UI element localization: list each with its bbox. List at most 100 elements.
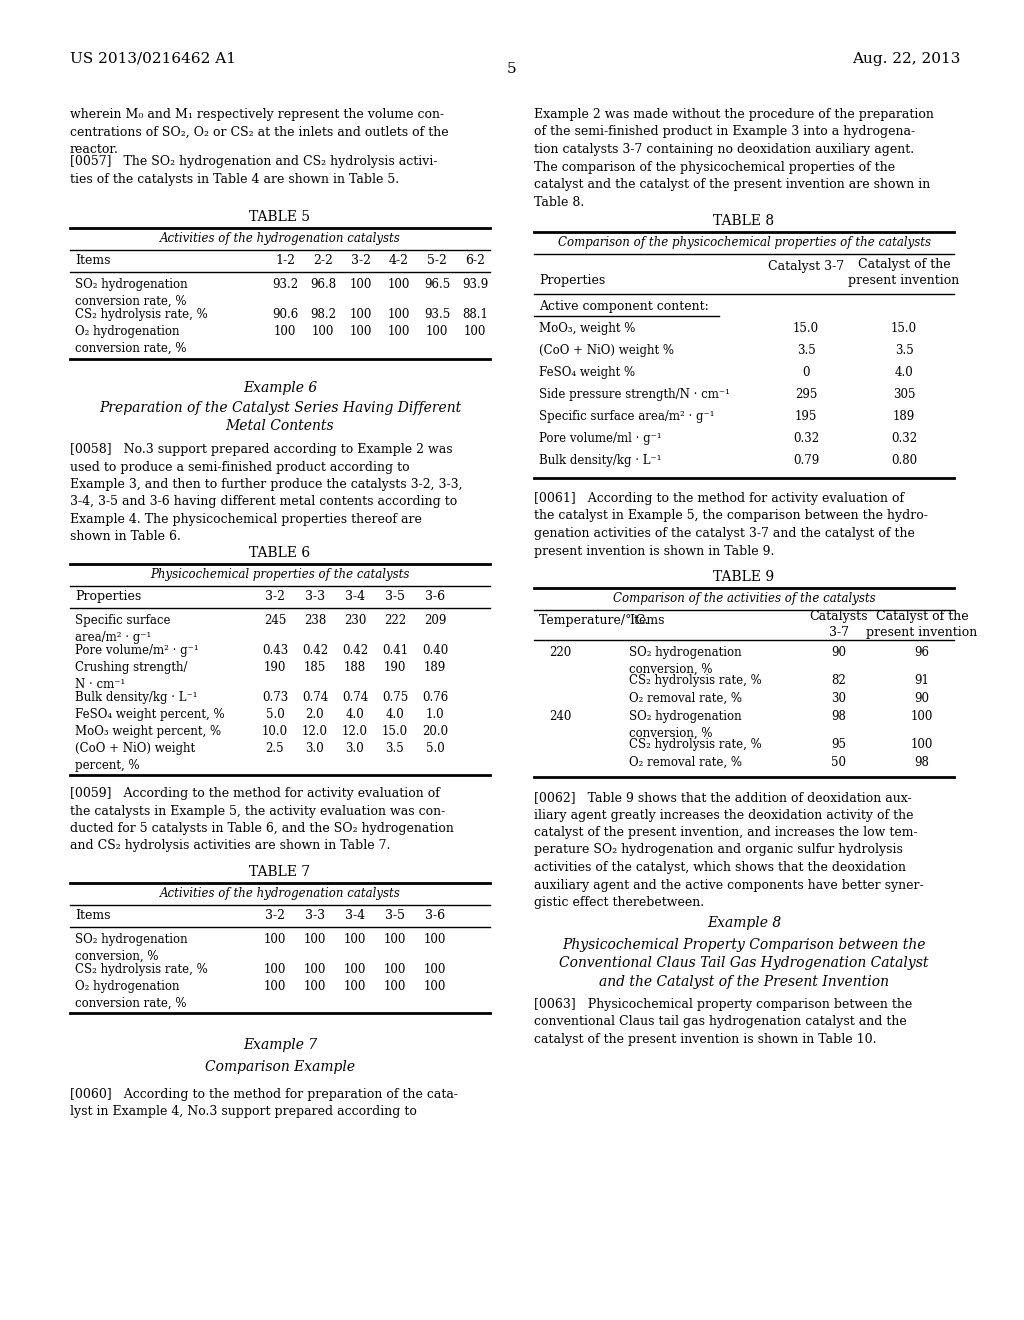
Text: (CoO + NiO) weight
percent, %: (CoO + NiO) weight percent, %: [75, 742, 196, 771]
Text: Activities of the hydrogenation catalysts: Activities of the hydrogenation catalyst…: [160, 232, 400, 246]
Text: [0059]   According to the method for activity evaluation of
the catalysts in Exa: [0059] According to the method for activ…: [70, 787, 454, 853]
Text: 100: 100: [388, 325, 411, 338]
Text: 3-2: 3-2: [351, 253, 371, 267]
Text: Bulk density/kg · L⁻¹: Bulk density/kg · L⁻¹: [539, 454, 662, 467]
Text: wherein M₀ and M₁ respectively represent the volume con-
centrations of SO₂, O₂ : wherein M₀ and M₁ respectively represent…: [70, 108, 449, 156]
Text: 100: 100: [424, 964, 446, 975]
Text: SO₂ hydrogenation
conversion, %: SO₂ hydrogenation conversion, %: [629, 645, 741, 676]
Text: 195: 195: [795, 411, 817, 422]
Text: 0.74: 0.74: [302, 690, 328, 704]
Text: 0.74: 0.74: [342, 690, 368, 704]
Text: 3-4: 3-4: [345, 590, 366, 603]
Text: 96.5: 96.5: [424, 279, 451, 290]
Text: 230: 230: [344, 614, 367, 627]
Text: Catalyst 3-7: Catalyst 3-7: [768, 260, 844, 273]
Text: 190: 190: [384, 661, 407, 675]
Text: 189: 189: [893, 411, 915, 422]
Text: Active component content:: Active component content:: [539, 300, 709, 313]
Text: 100: 100: [304, 964, 327, 975]
Text: TABLE 5: TABLE 5: [250, 210, 310, 224]
Text: Catalyst of the
present invention: Catalyst of the present invention: [866, 610, 978, 639]
Text: 0.79: 0.79: [793, 454, 819, 467]
Text: 100: 100: [464, 325, 486, 338]
Text: 100: 100: [384, 964, 407, 975]
Text: Comparison Example: Comparison Example: [205, 1060, 355, 1074]
Text: TABLE 9: TABLE 9: [714, 570, 774, 583]
Text: 3-3: 3-3: [305, 909, 325, 921]
Text: 240: 240: [549, 710, 571, 723]
Text: 96.8: 96.8: [310, 279, 336, 290]
Text: Specific surface area/m² · g⁻¹: Specific surface area/m² · g⁻¹: [539, 411, 715, 422]
Text: O₂ hydrogenation
conversion rate, %: O₂ hydrogenation conversion rate, %: [75, 325, 186, 355]
Text: 295: 295: [795, 388, 817, 401]
Text: 88.1: 88.1: [462, 308, 488, 321]
Text: 0.32: 0.32: [891, 432, 918, 445]
Text: Aug. 22, 2013: Aug. 22, 2013: [852, 51, 961, 66]
Text: FeSO₄ weight %: FeSO₄ weight %: [539, 366, 635, 379]
Text: Properties: Properties: [75, 590, 141, 603]
Text: O₂ removal rate, %: O₂ removal rate, %: [629, 756, 742, 770]
Text: 189: 189: [424, 661, 446, 675]
Text: Example 8: Example 8: [707, 916, 781, 931]
Text: SO₂ hydrogenation
conversion rate, %: SO₂ hydrogenation conversion rate, %: [75, 279, 187, 308]
Text: 100: 100: [264, 979, 286, 993]
Text: 93.5: 93.5: [424, 308, 451, 321]
Text: 2-2: 2-2: [313, 253, 333, 267]
Text: 91: 91: [914, 675, 930, 686]
Text: Activities of the hydrogenation catalysts: Activities of the hydrogenation catalyst…: [160, 887, 400, 900]
Text: SO₂ hydrogenation
conversion, %: SO₂ hydrogenation conversion, %: [629, 710, 741, 739]
Text: 5.0: 5.0: [265, 708, 285, 721]
Text: 3-5: 3-5: [385, 909, 406, 921]
Text: 100: 100: [344, 979, 367, 993]
Text: CS₂ hydrolysis rate, %: CS₂ hydrolysis rate, %: [75, 308, 208, 321]
Text: 185: 185: [304, 661, 326, 675]
Text: 0.32: 0.32: [793, 432, 819, 445]
Text: [0063]   Physicochemical property comparison between the
conventional Claus tail: [0063] Physicochemical property comparis…: [534, 998, 912, 1045]
Text: 100: 100: [424, 933, 446, 946]
Text: CS₂ hydrolysis rate, %: CS₂ hydrolysis rate, %: [629, 738, 762, 751]
Text: 100: 100: [426, 325, 449, 338]
Text: Preparation of the Catalyst Series Having Different
Metal Contents: Preparation of the Catalyst Series Havin…: [99, 401, 461, 433]
Text: 0.40: 0.40: [422, 644, 449, 657]
Text: TABLE 8: TABLE 8: [714, 214, 774, 228]
Text: 15.0: 15.0: [793, 322, 819, 335]
Text: Catalyst of the
present invention: Catalyst of the present invention: [848, 257, 959, 286]
Text: 3-2: 3-2: [265, 909, 285, 921]
Text: Comparison of the activities of the catalysts: Comparison of the activities of the cata…: [612, 591, 876, 605]
Text: 305: 305: [893, 388, 915, 401]
Text: Physicochemical Property Comparison between the
Conventional Claus Tail Gas Hydr: Physicochemical Property Comparison betw…: [559, 939, 929, 989]
Text: Pore volume/m² · g⁻¹: Pore volume/m² · g⁻¹: [75, 644, 199, 657]
Text: 245: 245: [264, 614, 286, 627]
Text: 98: 98: [914, 756, 930, 770]
Text: 15.0: 15.0: [382, 725, 408, 738]
Text: Example 7: Example 7: [243, 1038, 317, 1052]
Text: Pore volume/ml · g⁻¹: Pore volume/ml · g⁻¹: [539, 432, 662, 445]
Text: [0060]   According to the method for preparation of the cata-
lyst in Example 4,: [0060] According to the method for prepa…: [70, 1088, 458, 1118]
Text: Items: Items: [629, 614, 665, 627]
Text: 30: 30: [831, 692, 847, 705]
Text: 98.2: 98.2: [310, 308, 336, 321]
Text: MoO₃ weight percent, %: MoO₃ weight percent, %: [75, 725, 221, 738]
Text: 12.0: 12.0: [302, 725, 328, 738]
Text: 100: 100: [910, 738, 933, 751]
Text: O₂ removal rate, %: O₂ removal rate, %: [629, 692, 742, 705]
Text: 3.5: 3.5: [386, 742, 404, 755]
Text: Items: Items: [75, 253, 111, 267]
Text: FeSO₄ weight percent, %: FeSO₄ weight percent, %: [75, 708, 224, 721]
Text: 3-5: 3-5: [385, 590, 406, 603]
Text: 95: 95: [831, 738, 847, 751]
Text: 5: 5: [507, 62, 517, 77]
Text: 100: 100: [350, 325, 372, 338]
Text: 93.2: 93.2: [272, 279, 298, 290]
Text: 3-6: 3-6: [425, 909, 445, 921]
Text: US 2013/0216462 A1: US 2013/0216462 A1: [70, 51, 236, 66]
Text: TABLE 7: TABLE 7: [250, 865, 310, 879]
Text: Example 6: Example 6: [243, 381, 317, 395]
Text: Physicochemical properties of the catalysts: Physicochemical properties of the cataly…: [151, 568, 410, 581]
Text: 188: 188: [344, 661, 366, 675]
Text: 1-2: 1-2: [275, 253, 295, 267]
Text: 90: 90: [831, 645, 847, 659]
Text: Example 2 was made without the procedure of the preparation
of the semi-finished: Example 2 was made without the procedure…: [534, 108, 934, 209]
Text: [0062]   Table 9 shows that the addition of deoxidation aux-
iliary agent greatl: [0062] Table 9 shows that the addition o…: [534, 791, 924, 909]
Text: 3.5: 3.5: [895, 345, 913, 356]
